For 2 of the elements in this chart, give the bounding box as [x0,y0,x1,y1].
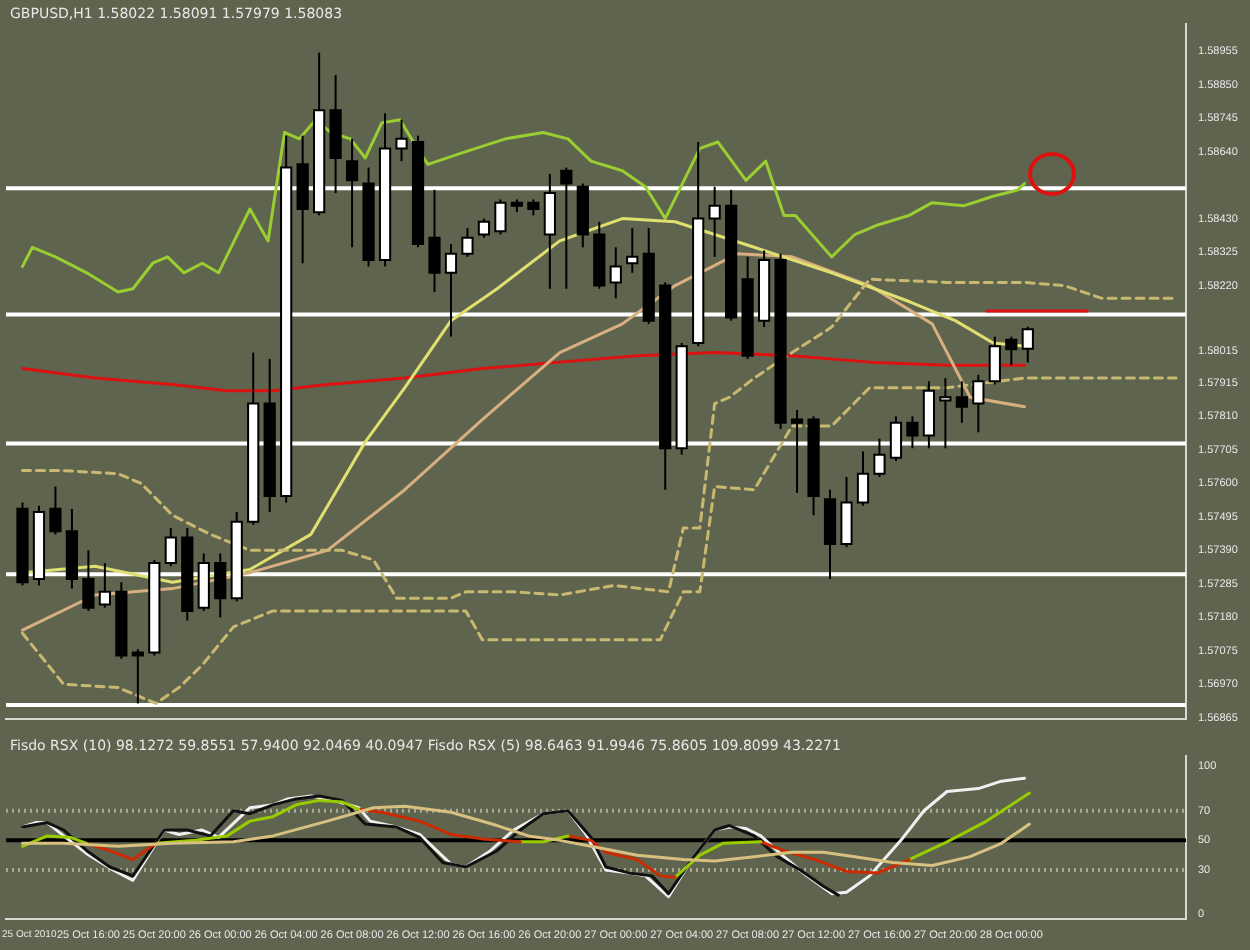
line-series [20,376,1178,705]
line-series [20,277,1175,600]
